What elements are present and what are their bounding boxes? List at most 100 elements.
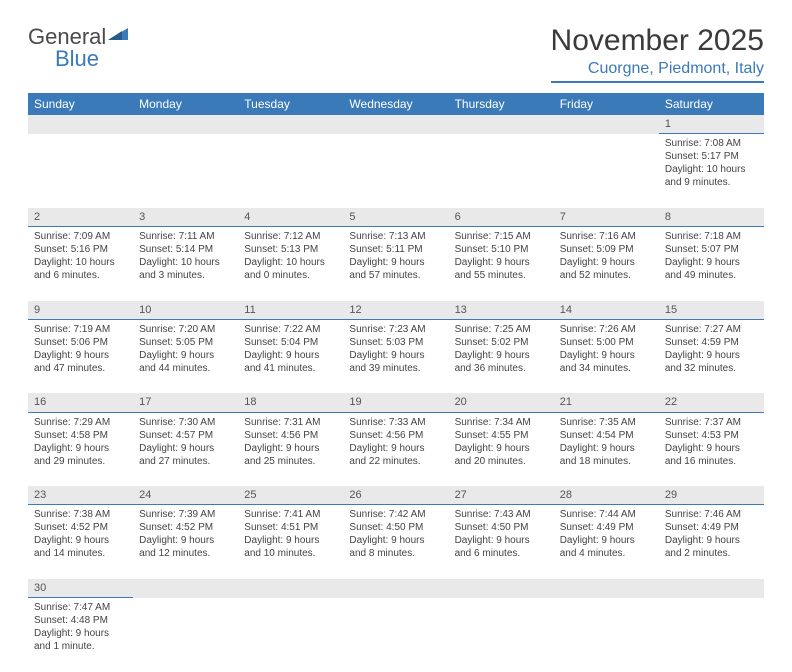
day-number-cell: 2 [28,208,133,227]
day-info-cell: Sunrise: 7:20 AMSunset: 5:05 PMDaylight:… [133,319,238,393]
sunset-text: Sunset: 5:00 PM [560,336,653,349]
sunset-text: Sunset: 5:11 PM [349,243,442,256]
daylight-text: Daylight: 9 hours and 4 minutes. [560,534,653,560]
day-number-cell: 25 [238,486,343,505]
day-info-cell: Sunrise: 7:34 AMSunset: 4:55 PMDaylight:… [449,412,554,486]
weekday-header: Friday [554,93,659,115]
day-number-cell: 27 [449,486,554,505]
sunset-text: Sunset: 4:54 PM [560,429,653,442]
header: General November 2025 Cuorgne, Piedmont,… [28,24,764,83]
sunrise-text: Sunrise: 7:13 AM [349,230,442,243]
day-number-cell: 8 [659,208,764,227]
daylight-text: Daylight: 9 hours and 39 minutes. [349,349,442,375]
daylight-text: Daylight: 9 hours and 10 minutes. [244,534,337,560]
sunset-text: Sunset: 4:51 PM [244,521,337,534]
daylight-text: Daylight: 9 hours and 14 minutes. [34,534,127,560]
day-number-cell [659,579,764,598]
day-number-cell: 18 [238,393,343,412]
day-info-cell [449,134,554,208]
day-number-cell: 28 [554,486,659,505]
sunrise-text: Sunrise: 7:08 AM [665,137,758,150]
day-info-cell: Sunrise: 7:37 AMSunset: 4:53 PMDaylight:… [659,412,764,486]
sunrise-text: Sunrise: 7:25 AM [455,323,548,336]
sunset-text: Sunset: 4:58 PM [34,429,127,442]
day-info-cell [133,134,238,208]
sunrise-text: Sunrise: 7:23 AM [349,323,442,336]
daylight-text: Daylight: 9 hours and 22 minutes. [349,442,442,468]
day-info-cell: Sunrise: 7:44 AMSunset: 4:49 PMDaylight:… [554,505,659,579]
info-row: Sunrise: 7:09 AMSunset: 5:16 PMDaylight:… [28,227,764,301]
day-info-cell: Sunrise: 7:09 AMSunset: 5:16 PMDaylight:… [28,227,133,301]
sunset-text: Sunset: 5:13 PM [244,243,337,256]
day-info-cell: Sunrise: 7:22 AMSunset: 5:04 PMDaylight:… [238,319,343,393]
sunset-text: Sunset: 5:17 PM [665,150,758,163]
day-number-cell: 22 [659,393,764,412]
day-number-cell: 13 [449,301,554,320]
day-number-cell [554,115,659,134]
sunrise-text: Sunrise: 7:42 AM [349,508,442,521]
daylight-text: Daylight: 9 hours and 12 minutes. [139,534,232,560]
day-info-cell: Sunrise: 7:46 AMSunset: 4:49 PMDaylight:… [659,505,764,579]
sunset-text: Sunset: 5:06 PM [34,336,127,349]
daylight-text: Daylight: 9 hours and 2 minutes. [665,534,758,560]
daylight-text: Daylight: 9 hours and 49 minutes. [665,256,758,282]
daylight-text: Daylight: 10 hours and 0 minutes. [244,256,337,282]
day-number-cell: 5 [343,208,448,227]
day-number-cell: 15 [659,301,764,320]
sunset-text: Sunset: 5:10 PM [455,243,548,256]
day-number-cell [343,115,448,134]
day-number-cell [133,579,238,598]
daylight-text: Daylight: 9 hours and 20 minutes. [455,442,548,468]
day-info-cell: Sunrise: 7:19 AMSunset: 5:06 PMDaylight:… [28,319,133,393]
sunset-text: Sunset: 4:59 PM [665,336,758,349]
sunrise-text: Sunrise: 7:11 AM [139,230,232,243]
daylight-text: Daylight: 9 hours and 57 minutes. [349,256,442,282]
daylight-text: Daylight: 9 hours and 32 minutes. [665,349,758,375]
brand-part2-wrap: Blue [55,46,99,72]
day-info-cell: Sunrise: 7:38 AMSunset: 4:52 PMDaylight:… [28,505,133,579]
info-row: Sunrise: 7:47 AMSunset: 4:48 PMDaylight:… [28,598,764,672]
day-info-cell [238,598,343,672]
daylight-text: Daylight: 9 hours and 41 minutes. [244,349,337,375]
day-number-cell [449,115,554,134]
sunset-text: Sunset: 4:50 PM [349,521,442,534]
day-info-cell: Sunrise: 7:08 AMSunset: 5:17 PMDaylight:… [659,134,764,208]
day-number-cell: 9 [28,301,133,320]
day-number-cell: 7 [554,208,659,227]
daynum-row: 16171819202122 [28,393,764,412]
day-info-cell: Sunrise: 7:26 AMSunset: 5:00 PMDaylight:… [554,319,659,393]
day-info-cell: Sunrise: 7:31 AMSunset: 4:56 PMDaylight:… [238,412,343,486]
weekday-header: Thursday [449,93,554,115]
sunset-text: Sunset: 4:52 PM [34,521,127,534]
day-number-cell: 6 [449,208,554,227]
daylight-text: Daylight: 9 hours and 47 minutes. [34,349,127,375]
sunset-text: Sunset: 4:53 PM [665,429,758,442]
info-row: Sunrise: 7:08 AMSunset: 5:17 PMDaylight:… [28,134,764,208]
day-info-cell: Sunrise: 7:27 AMSunset: 4:59 PMDaylight:… [659,319,764,393]
daylight-text: Daylight: 9 hours and 36 minutes. [455,349,548,375]
sunrise-text: Sunrise: 7:27 AM [665,323,758,336]
info-row: Sunrise: 7:19 AMSunset: 5:06 PMDaylight:… [28,319,764,393]
sunrise-text: Sunrise: 7:26 AM [560,323,653,336]
day-info-cell: Sunrise: 7:29 AMSunset: 4:58 PMDaylight:… [28,412,133,486]
day-number-cell: 20 [449,393,554,412]
sunrise-text: Sunrise: 7:39 AM [139,508,232,521]
day-number-cell [554,579,659,598]
sunset-text: Sunset: 5:07 PM [665,243,758,256]
sunset-text: Sunset: 4:48 PM [34,614,127,627]
daynum-row: 2345678 [28,208,764,227]
sunrise-text: Sunrise: 7:33 AM [349,416,442,429]
sunset-text: Sunset: 5:05 PM [139,336,232,349]
sunset-text: Sunset: 5:14 PM [139,243,232,256]
daylight-text: Daylight: 10 hours and 6 minutes. [34,256,127,282]
daynum-row: 23242526272829 [28,486,764,505]
sail-icon [108,25,130,43]
sunrise-text: Sunrise: 7:29 AM [34,416,127,429]
daynum-row: 9101112131415 [28,301,764,320]
daynum-row: 1 [28,115,764,134]
sunset-text: Sunset: 4:57 PM [139,429,232,442]
weekday-header: Saturday [659,93,764,115]
daylight-text: Daylight: 9 hours and 27 minutes. [139,442,232,468]
day-number-cell [238,579,343,598]
sunset-text: Sunset: 4:49 PM [665,521,758,534]
